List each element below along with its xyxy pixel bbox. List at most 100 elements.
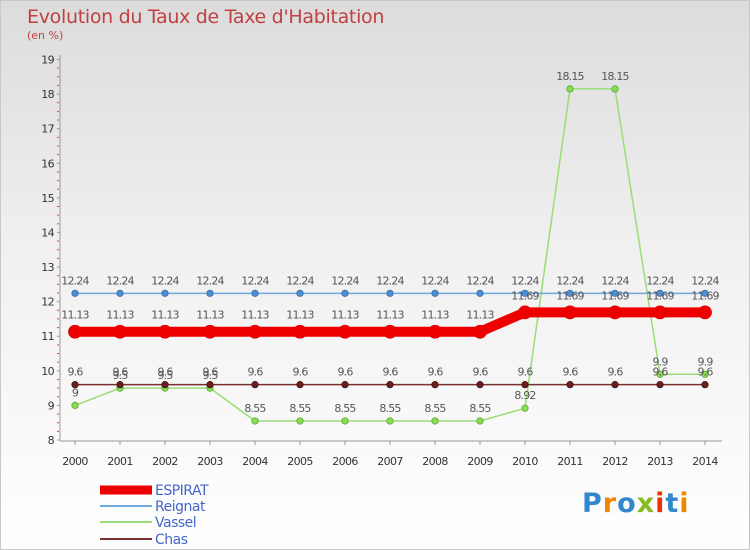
data-point-reignat	[341, 289, 349, 297]
data-label-reignat: 12.24	[556, 274, 584, 287]
data-point-chas	[476, 381, 484, 389]
data-label-reignat: 12.24	[331, 274, 359, 287]
data-label-reignat: 12.24	[286, 274, 314, 287]
data-label-reignat: 12.24	[691, 274, 719, 287]
x-tick-label: 2013	[647, 455, 673, 468]
data-point-espirat	[383, 324, 397, 339]
data-label-vassel: 9.9	[652, 355, 668, 368]
data-point-chas	[701, 381, 709, 389]
data-label-chas: 9.6	[67, 366, 83, 379]
data-label-vassel: 9.5	[157, 369, 173, 382]
x-tick-label: 2006	[332, 455, 358, 468]
data-point-espirat	[68, 324, 82, 339]
data-label-vassel: 18.15	[601, 70, 629, 83]
data-label-espirat: 11.13	[421, 309, 449, 322]
data-label-chas: 9.6	[427, 366, 443, 379]
data-label-reignat: 12.24	[421, 274, 449, 287]
data-point-reignat	[476, 289, 484, 297]
legend-label-espirat: ESPIRAT	[155, 483, 209, 499]
data-point-chas	[116, 381, 124, 389]
x-tick-label: 2005	[287, 455, 313, 468]
data-point-vassel	[296, 417, 304, 425]
data-point-reignat	[161, 289, 169, 297]
data-point-vassel	[431, 417, 439, 425]
data-point-reignat	[116, 289, 124, 297]
y-tick-label: 17	[41, 123, 54, 136]
data-point-espirat	[563, 305, 577, 320]
x-tick-label: 2012	[602, 455, 628, 468]
data-point-chas	[521, 381, 529, 389]
data-point-chas	[161, 381, 169, 389]
data-point-chas	[206, 381, 214, 389]
data-label-espirat: 11.13	[286, 309, 314, 322]
logo-letter: i	[655, 488, 666, 519]
data-point-vassel	[341, 417, 349, 425]
x-tick-label: 2004	[242, 455, 268, 468]
data-label-reignat: 12.24	[106, 274, 134, 287]
data-point-chas	[341, 381, 349, 389]
data-point-chas	[71, 381, 79, 389]
logo-letter: P	[582, 488, 603, 519]
data-point-chas	[611, 381, 619, 389]
data-label-espirat: 11.13	[331, 309, 359, 322]
data-label-chas: 9.6	[697, 366, 713, 379]
data-point-espirat	[113, 324, 127, 339]
data-point-reignat	[656, 289, 664, 297]
data-label-vassel: 8.55	[424, 402, 446, 415]
data-point-espirat	[653, 305, 667, 320]
y-tick-label: 13	[41, 261, 54, 274]
data-point-espirat	[608, 305, 622, 320]
y-tick-label: 18	[41, 88, 54, 101]
data-label-chas: 9.6	[472, 366, 488, 379]
data-point-vassel	[656, 370, 664, 378]
data-label-vassel: 8.55	[244, 402, 266, 415]
data-point-chas	[386, 381, 394, 389]
data-point-vassel	[566, 85, 574, 93]
data-point-vassel	[701, 370, 709, 378]
logo-letter: i	[679, 488, 690, 519]
data-point-espirat	[473, 324, 487, 339]
data-label-chas: 9.6	[607, 366, 623, 379]
data-label-espirat: 11.13	[376, 309, 404, 322]
data-label-vassel: 9.5	[112, 369, 128, 382]
data-point-vassel	[521, 404, 529, 412]
data-label-vassel: 8.55	[379, 402, 401, 415]
data-label-espirat: 11.69	[646, 289, 674, 302]
data-label-chas: 9.6	[112, 366, 128, 379]
x-tick-label: 2008	[422, 455, 448, 468]
y-tick-label: 15	[41, 192, 54, 205]
data-point-reignat	[206, 289, 214, 297]
data-label-espirat: 11.69	[691, 289, 719, 302]
data-point-vassel	[476, 417, 484, 425]
data-label-reignat: 12.24	[241, 274, 269, 287]
logo-letter: o	[617, 488, 637, 519]
data-label-reignat: 12.24	[466, 274, 494, 287]
data-label-reignat: 12.24	[376, 274, 404, 287]
x-tick-label: 2007	[377, 455, 403, 468]
data-label-chas: 9.6	[562, 366, 578, 379]
data-point-chas	[566, 381, 574, 389]
y-tick-label: 16	[41, 157, 54, 170]
data-point-espirat	[338, 324, 352, 339]
x-tick-label: 2003	[197, 455, 223, 468]
data-label-espirat: 11.69	[556, 289, 584, 302]
data-point-vassel	[611, 85, 619, 93]
y-tick-label: 14	[41, 226, 54, 239]
data-point-reignat	[701, 289, 709, 297]
data-point-chas	[431, 381, 439, 389]
data-label-chas: 9.6	[382, 366, 398, 379]
data-label-chas: 9.6	[652, 366, 668, 379]
data-label-chas: 9.6	[337, 366, 353, 379]
data-label-chas: 9.6	[517, 366, 533, 379]
data-point-espirat	[293, 324, 307, 339]
data-label-espirat: 11.69	[511, 289, 539, 302]
data-label-reignat: 12.24	[511, 274, 539, 287]
proxiti-logo: Proxiti	[582, 488, 690, 519]
data-point-reignat	[386, 289, 394, 297]
logo-letter: r	[602, 488, 618, 519]
data-label-vassel: 18.15	[556, 70, 584, 83]
data-label-espirat: 11.13	[196, 309, 224, 322]
data-point-chas	[656, 381, 664, 389]
